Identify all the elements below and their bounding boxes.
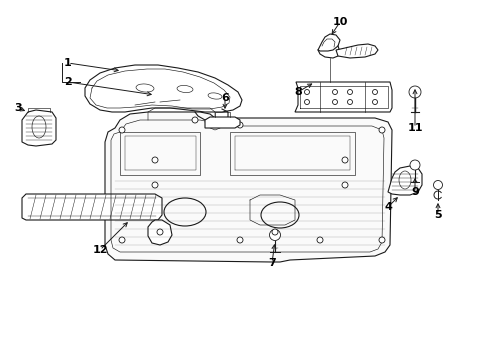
Text: 3: 3 (14, 103, 22, 113)
Text: 12: 12 (92, 245, 107, 255)
Polygon shape (335, 44, 377, 58)
Polygon shape (317, 34, 339, 51)
Circle shape (433, 180, 442, 189)
Circle shape (119, 127, 125, 133)
Polygon shape (387, 166, 421, 195)
Polygon shape (204, 117, 240, 128)
Text: 5: 5 (433, 210, 441, 220)
Circle shape (332, 99, 337, 104)
Circle shape (409, 160, 419, 170)
Text: 9: 9 (410, 187, 418, 197)
Text: 11: 11 (407, 123, 422, 133)
Circle shape (237, 122, 243, 128)
Text: 7: 7 (267, 258, 275, 268)
Polygon shape (105, 112, 391, 262)
Polygon shape (85, 65, 242, 112)
Circle shape (341, 157, 347, 163)
Circle shape (304, 99, 309, 104)
Circle shape (378, 237, 384, 243)
Circle shape (157, 229, 163, 235)
Circle shape (347, 99, 352, 104)
Circle shape (119, 237, 125, 243)
Text: 2: 2 (64, 77, 72, 87)
Circle shape (332, 90, 337, 94)
Circle shape (304, 90, 309, 94)
Polygon shape (22, 110, 56, 146)
Text: 10: 10 (332, 17, 347, 27)
Circle shape (347, 90, 352, 94)
Circle shape (237, 237, 243, 243)
Circle shape (271, 229, 278, 235)
Circle shape (269, 230, 280, 240)
Text: 1: 1 (64, 58, 72, 68)
Circle shape (152, 182, 158, 188)
Polygon shape (22, 194, 162, 220)
Circle shape (408, 86, 420, 98)
Circle shape (192, 117, 198, 123)
Circle shape (341, 182, 347, 188)
Circle shape (152, 157, 158, 163)
Polygon shape (148, 220, 172, 245)
Text: 8: 8 (293, 87, 301, 97)
Circle shape (378, 127, 384, 133)
Polygon shape (294, 82, 391, 112)
Circle shape (316, 237, 323, 243)
Circle shape (372, 99, 377, 104)
Text: 4: 4 (383, 202, 391, 212)
Circle shape (372, 90, 377, 94)
Text: 6: 6 (221, 93, 228, 103)
